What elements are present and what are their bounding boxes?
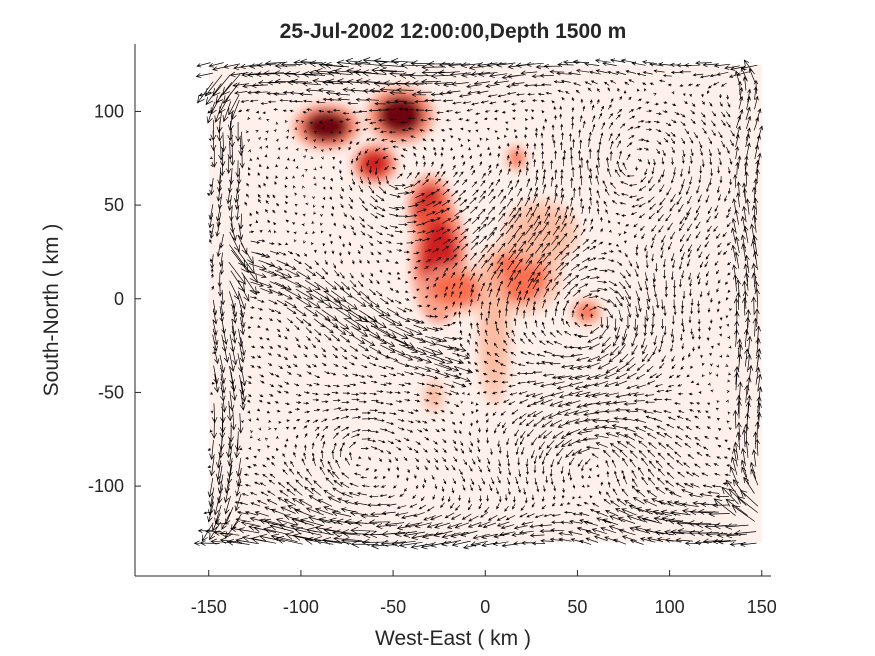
x-ticks: -150 -100 -50 0 50 100 150 <box>191 570 777 617</box>
scalar-field-layer <box>208 64 762 543</box>
axes: -150 -100 -50 0 50 100 150 -100 -50 0 50 100 <box>88 44 777 617</box>
x-tick-label: -100 <box>283 597 319 617</box>
field-hotspot <box>426 384 442 408</box>
field-hotspot <box>431 272 484 307</box>
field-hotspot <box>483 289 506 384</box>
y-ticks: -100 -50 0 50 100 <box>88 101 141 496</box>
y-tick-label: 100 <box>94 101 124 121</box>
y-tick-label: -100 <box>88 476 124 496</box>
x-tick-label: 50 <box>567 597 587 617</box>
field-hotspot <box>575 302 598 322</box>
y-tick-label: 0 <box>114 289 124 309</box>
field-hotspot <box>378 96 423 134</box>
x-tick-label: 0 <box>480 597 490 617</box>
y-tick-label: -50 <box>98 382 124 402</box>
x-axis-label: West-East ( km ) <box>375 627 531 650</box>
vector-arrow-layer <box>193 57 764 550</box>
x-tick-label: -150 <box>191 597 227 617</box>
y-tick-label: 50 <box>104 195 124 215</box>
velocity-arrows <box>193 57 764 550</box>
field-hotspot <box>359 150 390 178</box>
field-hotspot <box>304 111 349 142</box>
chart-title: 25-Jul-2002 12:00:00,Depth 1500 m <box>280 20 627 43</box>
y-axis-label: South-North ( km ) <box>40 224 63 397</box>
x-tick-label: 100 <box>655 597 685 617</box>
x-tick-label: 150 <box>747 597 777 617</box>
x-tick-label: -50 <box>380 597 406 617</box>
